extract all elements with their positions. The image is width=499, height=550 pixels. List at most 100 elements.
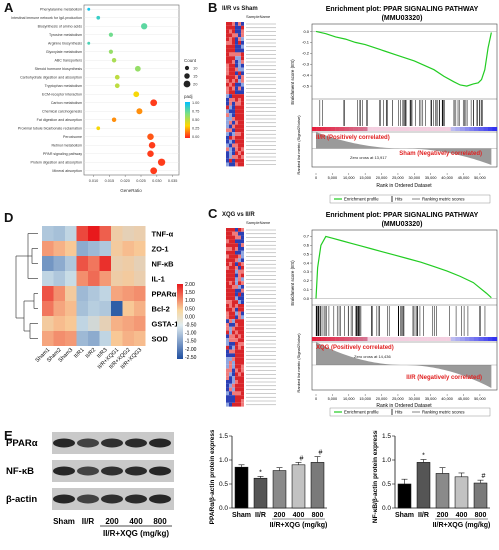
heatmap-cell <box>42 256 54 271</box>
sample-heat-cell <box>232 266 235 270</box>
sample-heat-cell <box>238 300 241 304</box>
bar-ytick-label: 1.0 <box>219 457 228 464</box>
sample-heat-cell <box>241 395 244 399</box>
sample-heat-cell <box>241 22 244 26</box>
sample-heat-cell <box>238 136 241 140</box>
sample-heat-cell <box>238 147 241 152</box>
sample-heat-cell <box>235 139 238 144</box>
sample-heat-cell <box>241 254 244 259</box>
sample-heat-cell <box>232 136 235 140</box>
sample-heat-cell <box>235 342 238 346</box>
protein-band <box>101 494 123 504</box>
gsea-c-title-1: Enrichment plot: PPAR SIGNALING PATHWAY <box>326 212 479 219</box>
pathway-dot <box>150 167 158 175</box>
sample-heat-cell <box>226 48 229 53</box>
bar-category-label: II/R <box>255 512 266 519</box>
sample-heat-cell <box>238 128 241 133</box>
ranking-color-segment <box>325 127 331 131</box>
heatmap-cell <box>88 316 100 331</box>
sample-heat-cell <box>226 139 229 144</box>
pathway-label: Tryptophan metabolism <box>45 84 82 88</box>
sample-heat-cell <box>235 155 238 159</box>
sample-heat-cell <box>226 307 229 312</box>
pathway-label: Fat digestion and absorption <box>37 118 82 122</box>
sample-heat-cell <box>241 357 244 361</box>
ranking-color-segment <box>432 337 438 341</box>
sample-heat-cell <box>226 29 229 34</box>
pathway-dot <box>148 141 156 149</box>
sample-heat-cell <box>241 387 244 392</box>
ranking-color-segment <box>413 337 419 341</box>
sample-heat-cell <box>226 334 229 339</box>
sample-heat-cell <box>229 345 232 350</box>
heatmap-scale-label: -1.00 <box>185 331 197 337</box>
sample-heat-cell <box>235 37 238 41</box>
sample-heat-cell <box>229 368 232 373</box>
heatmap-cell <box>111 316 123 331</box>
sample-heat-cell <box>238 357 241 361</box>
gsea-xtick-label: 5,000 <box>328 176 338 180</box>
sample-heat-cell <box>238 52 241 57</box>
sample-heat-cell <box>238 33 241 38</box>
sample-heat-cell <box>232 56 235 60</box>
sample-heat-cell <box>232 254 235 259</box>
sample-heat-cell <box>241 349 244 354</box>
pathway-dot <box>147 133 154 141</box>
sample-heat-cell <box>238 361 241 365</box>
sample-heat-cell <box>229 48 232 53</box>
bar-category-label: 400 <box>456 512 468 519</box>
sample-heat-cell <box>229 391 232 396</box>
sample-heat-cell <box>238 338 241 342</box>
sample-heat-cell <box>232 357 235 361</box>
sample-heat-cell <box>226 372 229 377</box>
sample-heat-cell <box>226 79 229 83</box>
sample-heat-cell <box>229 158 232 163</box>
sample-heat-cell <box>241 334 244 339</box>
heatmap-column-label: II/R1 <box>73 347 85 359</box>
heatmap-cell <box>134 331 146 346</box>
heatmap-cell <box>88 331 100 346</box>
sample-heat-cell <box>238 29 241 34</box>
sample-heat-cell <box>241 266 244 270</box>
sample-heat-cell <box>232 63 235 68</box>
heatmap-cell <box>76 241 88 256</box>
bar-ytick-label: 1.5 <box>382 433 391 440</box>
sample-heat-cell <box>241 372 244 377</box>
gsea-xtick-label: 5,000 <box>328 397 338 401</box>
sample-heat-cell <box>226 101 229 106</box>
pathway-label: PPAR signaling pathway <box>43 152 82 156</box>
sample-heat-cell <box>235 105 238 110</box>
sample-heat-cell <box>226 285 229 289</box>
gsea-c-zero-cross: Zero cross at 14,436 <box>354 354 391 359</box>
padj-legend-label: 0.75 <box>192 110 199 114</box>
pathway-dot <box>87 7 91 11</box>
sample-heat-cell <box>229 139 232 144</box>
dotplot-xtick-label: 0.010 <box>89 179 99 183</box>
heatmap-cell <box>42 226 54 241</box>
pathway-dot <box>133 91 140 98</box>
sample-heat-cell <box>232 79 235 83</box>
sample-heat-cell <box>226 402 229 407</box>
sample-heat-cell <box>226 266 229 270</box>
ranking-color-segment <box>487 337 493 341</box>
protein-band <box>125 438 147 448</box>
sample-heat-cell <box>235 231 238 236</box>
sample-heat-cell <box>226 158 229 163</box>
protein-band <box>77 438 99 448</box>
sample-heat-cell <box>241 105 244 110</box>
gsea-xtick-label: 10,000 <box>343 397 355 401</box>
protein-band <box>149 438 171 448</box>
heatmap-cell <box>99 241 111 256</box>
heatmap-cell <box>99 226 111 241</box>
ranking-color-segment <box>432 127 438 131</box>
sample-heat-cell <box>238 334 241 339</box>
sample-heat-cell <box>226 37 229 41</box>
heatmap-cell <box>53 256 65 271</box>
gsea-b-heat-title: II/R vs Sham <box>222 6 258 12</box>
ranking-color-segment <box>330 337 336 341</box>
sample-heat-cell <box>235 94 238 98</box>
sample-heat-cell <box>232 109 235 114</box>
sample-heat-cell <box>226 71 229 76</box>
sample-heat-cell <box>235 247 238 251</box>
